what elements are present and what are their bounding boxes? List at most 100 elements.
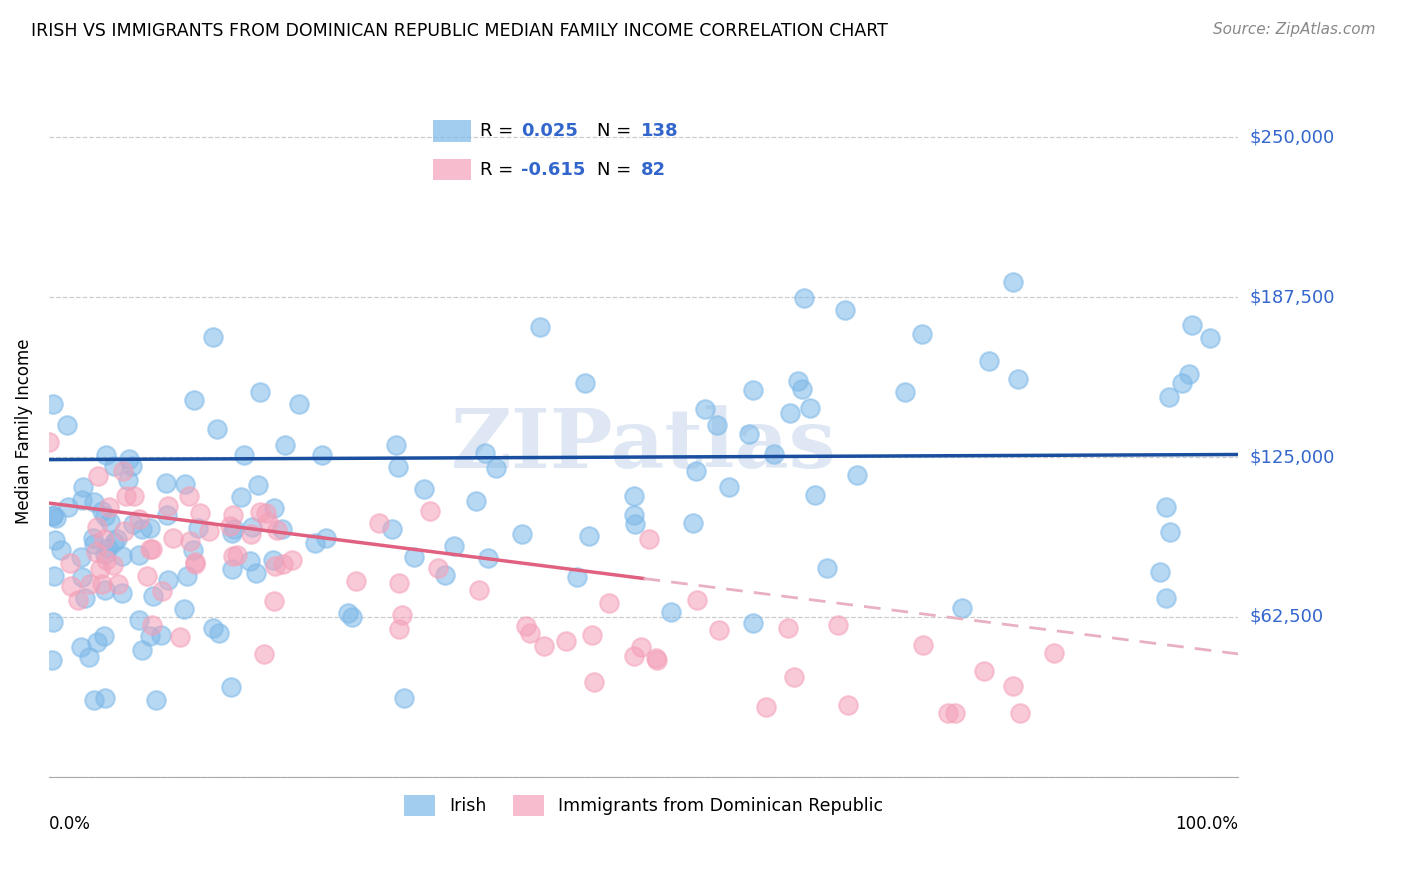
Point (187, 521, 209, 535)
Point (141, 618, 163, 632)
Point (66, 593, 89, 607)
Point (287, 397, 309, 411)
Point (56, 418, 79, 433)
Point (205, 422, 228, 436)
Point (304, 536, 326, 550)
Point (128, 613, 150, 627)
Point (1149, 566, 1171, 580)
Point (139, 541, 162, 556)
Point (105, 532, 128, 546)
Point (581, 628, 603, 642)
Point (75, 591, 97, 605)
Text: $125,000: $125,000 (1250, 448, 1334, 466)
Point (249, 505, 271, 519)
Point (201, 621, 224, 635)
Point (173, 602, 195, 616)
Point (97, 500, 120, 515)
Point (742, 384, 765, 398)
Point (443, 539, 465, 553)
Point (623, 490, 645, 504)
Point (263, 593, 285, 607)
Point (682, 516, 704, 530)
Point (70, 640, 93, 654)
Point (950, 600, 973, 615)
Point (827, 617, 849, 632)
Point (139, 521, 162, 535)
Point (94, 690, 117, 705)
Point (131, 522, 153, 536)
Point (574, 376, 596, 391)
Point (142, 590, 165, 604)
Point (434, 568, 457, 582)
Point (155, 508, 177, 522)
Point (239, 527, 262, 541)
Text: ZIPatlas: ZIPatlas (451, 405, 837, 485)
Point (623, 508, 645, 522)
Legend: Irish, Immigrants from Dominican Republic: Irish, Immigrants from Dominican Republi… (398, 789, 890, 823)
Point (198, 524, 221, 538)
Point (44, 569, 66, 583)
Point (381, 522, 404, 536)
Text: IRISH VS IMMIGRANTS FROM DOMINICAN REPUBLIC MEDIAN FAMILY INCOME CORRELATION CHA: IRISH VS IMMIGRANTS FROM DOMINICAN REPUB… (31, 22, 887, 40)
Point (624, 516, 647, 531)
Point (222, 549, 245, 563)
Point (790, 382, 813, 396)
Point (936, 706, 959, 720)
Point (131, 642, 153, 657)
Point (97, 541, 120, 555)
Point (38, 434, 60, 449)
Point (911, 638, 934, 652)
Point (1198, 331, 1220, 345)
Point (56, 500, 79, 514)
Point (468, 583, 491, 598)
Y-axis label: Median Family Income: Median Family Income (15, 339, 32, 524)
Point (82, 531, 104, 545)
Point (706, 418, 728, 433)
Point (763, 447, 786, 461)
Point (183, 393, 205, 408)
Point (139, 630, 162, 644)
Point (112, 524, 135, 539)
Point (86, 634, 108, 648)
Point (208, 626, 231, 640)
Point (70, 493, 93, 508)
Point (141, 542, 163, 557)
Point (413, 483, 436, 497)
Point (83, 495, 105, 509)
Point (219, 518, 242, 533)
Point (93, 533, 115, 547)
Point (86, 520, 108, 534)
Point (533, 640, 555, 654)
Point (111, 549, 134, 563)
Point (150, 583, 173, 598)
Point (221, 562, 243, 576)
Point (72, 480, 94, 494)
Point (911, 327, 934, 342)
Point (94, 509, 117, 524)
Point (391, 607, 413, 622)
Text: $62,500: $62,500 (1250, 607, 1323, 626)
Point (1043, 646, 1066, 660)
Point (623, 648, 645, 663)
Point (1154, 591, 1177, 606)
Point (231, 490, 253, 504)
Point (42, 508, 65, 523)
Point (484, 460, 506, 475)
Point (583, 675, 606, 690)
Point (385, 438, 408, 452)
Point (70, 549, 93, 564)
Point (222, 522, 245, 536)
Point (943, 706, 966, 720)
Point (402, 550, 425, 565)
Point (94, 547, 117, 561)
Point (42, 397, 65, 411)
Point (59, 579, 82, 593)
Point (90, 577, 112, 591)
Point (1181, 318, 1204, 333)
Point (685, 592, 707, 607)
Point (254, 506, 277, 520)
Point (117, 473, 139, 487)
Point (184, 557, 207, 571)
Point (222, 508, 245, 522)
Point (271, 557, 294, 571)
